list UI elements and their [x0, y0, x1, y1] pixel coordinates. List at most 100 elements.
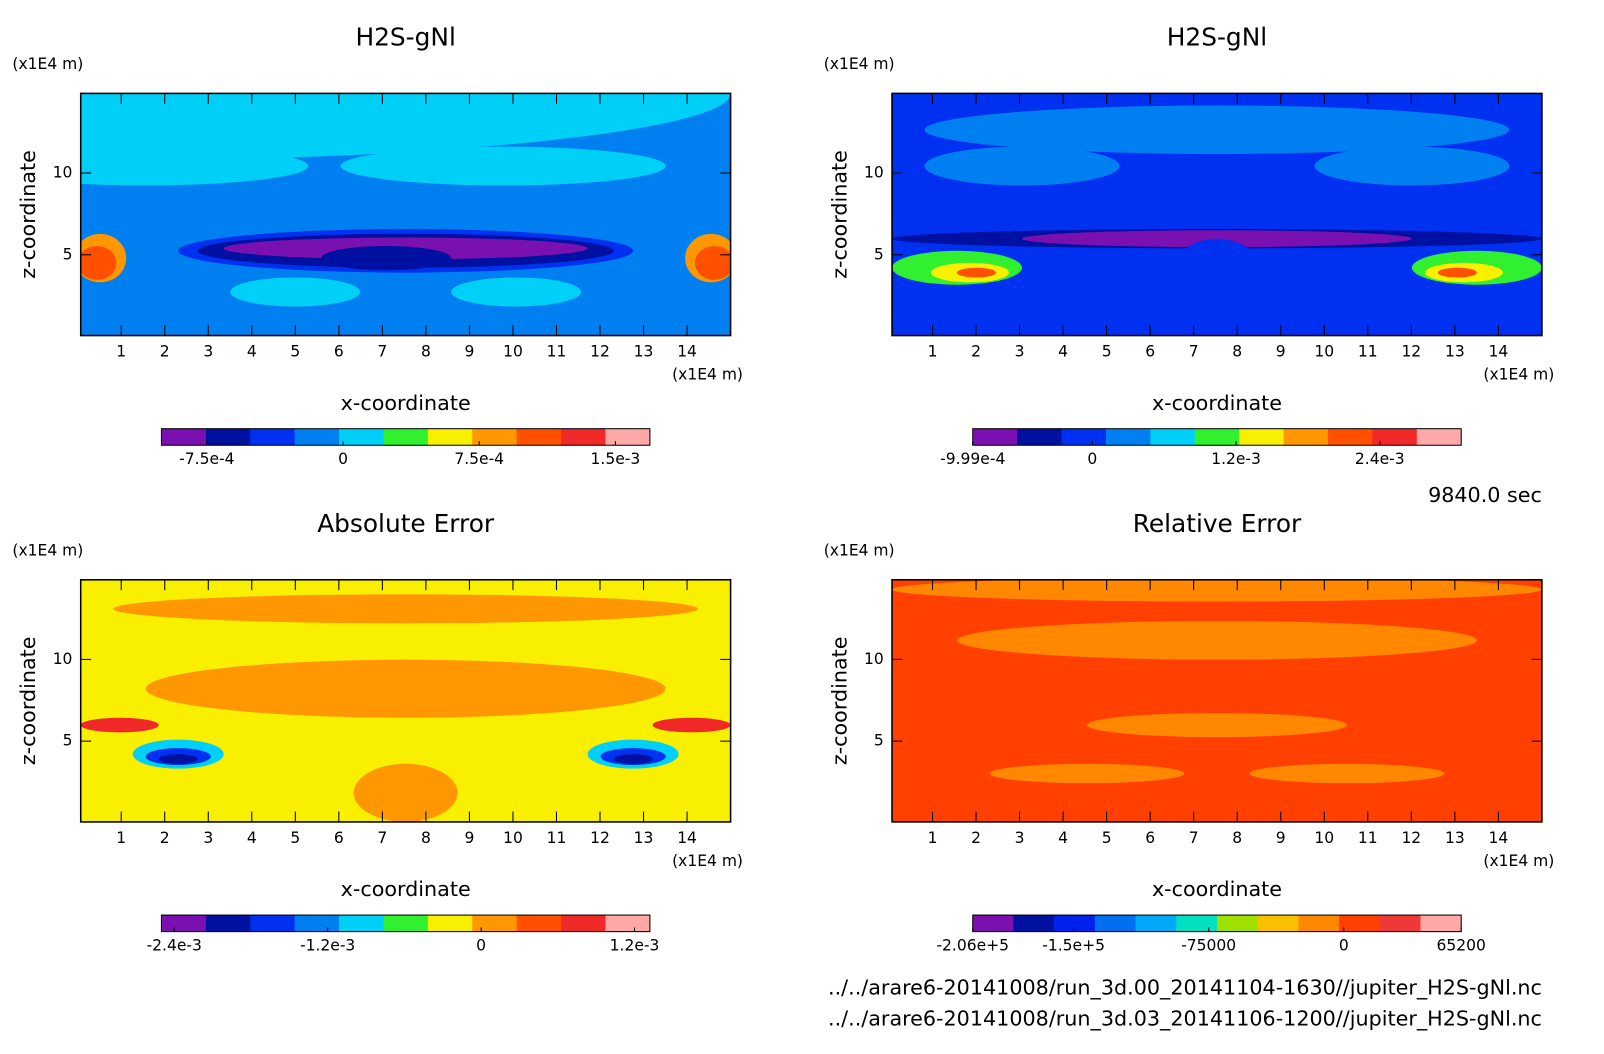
x-tick-label: 5 [290, 343, 300, 361]
colorbar-swatch [250, 915, 296, 932]
y-tick-label: 5 [874, 245, 884, 263]
contour-region [1086, 712, 1347, 738]
y-axis-label: z-coordinate [16, 150, 40, 279]
contour-field [892, 93, 1542, 336]
contour-region [340, 146, 666, 186]
contour-region [989, 763, 1185, 784]
colorbar-frame [160, 428, 651, 446]
x-unit: (x1E4 m) [672, 365, 743, 383]
x-unit: (x1E4 m) [1483, 852, 1554, 870]
colorbar-swatch [1150, 428, 1196, 446]
colorbar-tick-label: 0 [338, 450, 348, 468]
x-axis-label: x-coordinate [1152, 877, 1282, 901]
chart-title: Absolute Error [317, 509, 495, 538]
colorbar-swatch [1105, 428, 1151, 446]
colorbar-swatch [427, 428, 473, 446]
x-tick-label: 9 [464, 829, 474, 847]
colorbar-swatch [972, 915, 1014, 932]
x-tick-label: 11 [1358, 829, 1378, 847]
colorbar-swatch [383, 915, 429, 932]
contour-region [1249, 763, 1445, 784]
colorbar-tick-label: 1.2e-3 [610, 937, 660, 955]
x-tick-label: 9 [1276, 829, 1286, 847]
colorbar-tick-label: -9.99e-4 [940, 450, 1005, 468]
colorbar-swatch [205, 428, 251, 446]
contour-region [353, 98, 458, 147]
contour-region [353, 763, 458, 822]
contour-region [1437, 267, 1477, 278]
file-path: ../../arare6-20141008/run_3d.00_20141104… [828, 976, 1542, 1001]
colorbar-swatch [1239, 428, 1285, 446]
x-tick-label: 5 [1102, 829, 1112, 847]
colorbar-swatch [294, 428, 340, 446]
colorbar-swatch [1094, 915, 1137, 932]
colorbar-tick-label: 0 [1339, 937, 1349, 955]
x-tick-label: 10 [503, 343, 523, 361]
colorbar-swatch [1017, 428, 1063, 446]
contour-region [892, 579, 1542, 822]
x-unit: (x1E4 m) [1483, 365, 1554, 383]
x-tick-label: 7 [377, 829, 387, 847]
colorbar-swatch [516, 428, 562, 446]
x-tick-label: 10 [503, 829, 523, 847]
x-tick-label: 2 [971, 829, 981, 847]
contour-region [892, 579, 1542, 602]
chart-title: Relative Error [1133, 509, 1302, 538]
contour-field [892, 579, 1542, 822]
contour-region [613, 754, 653, 764]
colorbar-tick-label: 1.2e-3 [1211, 450, 1261, 468]
x-tick-label: 1 [116, 343, 126, 361]
colorbar-swatch [472, 915, 518, 932]
time-label: 9840.0 sec [1428, 483, 1542, 507]
colorbar-swatch [427, 915, 473, 932]
colorbar-swatch [250, 428, 296, 446]
colorbar-tick-label: -7.5e-4 [179, 450, 234, 468]
x-unit: (x1E4 m) [672, 852, 743, 870]
y-tick-label: 10 [864, 650, 884, 668]
x-tick-label: 6 [334, 829, 344, 847]
x-tick-label: 8 [421, 343, 431, 361]
colorbar-swatch [1339, 915, 1381, 932]
colorbar-tick-label: 0 [1087, 450, 1097, 468]
contour-region [957, 620, 1477, 660]
x-tick-label: 2 [971, 343, 981, 361]
x-tick-label: 4 [1058, 343, 1068, 361]
colorbar-tick-label: -2.06e+5 [936, 937, 1009, 955]
contour-region [80, 245, 117, 280]
plot-frame [79, 579, 732, 823]
y-unit: (x1E4 m) [824, 55, 895, 73]
contour-region [924, 105, 1510, 154]
x-tick-label: 8 [421, 829, 431, 847]
x-tick-label: 12 [590, 829, 610, 847]
x-tick-label: 3 [203, 829, 213, 847]
colorbar-swatch [161, 915, 207, 932]
x-tick-label: 6 [1145, 343, 1155, 361]
colorbar-swatch [161, 428, 207, 446]
x-tick-label: 6 [334, 343, 344, 361]
colorbar-swatch [605, 428, 651, 446]
colorbar-swatch [561, 428, 606, 446]
y-tick-label: 10 [53, 164, 73, 182]
contour-region [957, 267, 997, 278]
colorbar-swatch [1298, 915, 1340, 932]
x-axis-label: x-coordinate [1152, 391, 1282, 415]
y-tick-label: 5 [63, 732, 73, 750]
contour-region [145, 659, 666, 718]
colorbar-frame [972, 428, 1462, 446]
contour-region [694, 245, 731, 280]
contour-region [1164, 238, 1269, 336]
x-tick-label: 13 [634, 343, 654, 361]
x-tick-label: 13 [634, 829, 654, 847]
colorbar-tick-label: 65200 [1437, 937, 1486, 955]
contour-region [80, 146, 309, 186]
y-tick-label: 10 [864, 164, 884, 182]
x-axis-label: x-coordinate [341, 877, 471, 901]
colorbar-swatch [1257, 915, 1299, 932]
colorbar-swatch [1372, 428, 1418, 446]
contour-field [80, 93, 731, 336]
y-axis-label: z-coordinate [16, 637, 40, 766]
y-axis-label: z-coordinate [827, 637, 851, 766]
